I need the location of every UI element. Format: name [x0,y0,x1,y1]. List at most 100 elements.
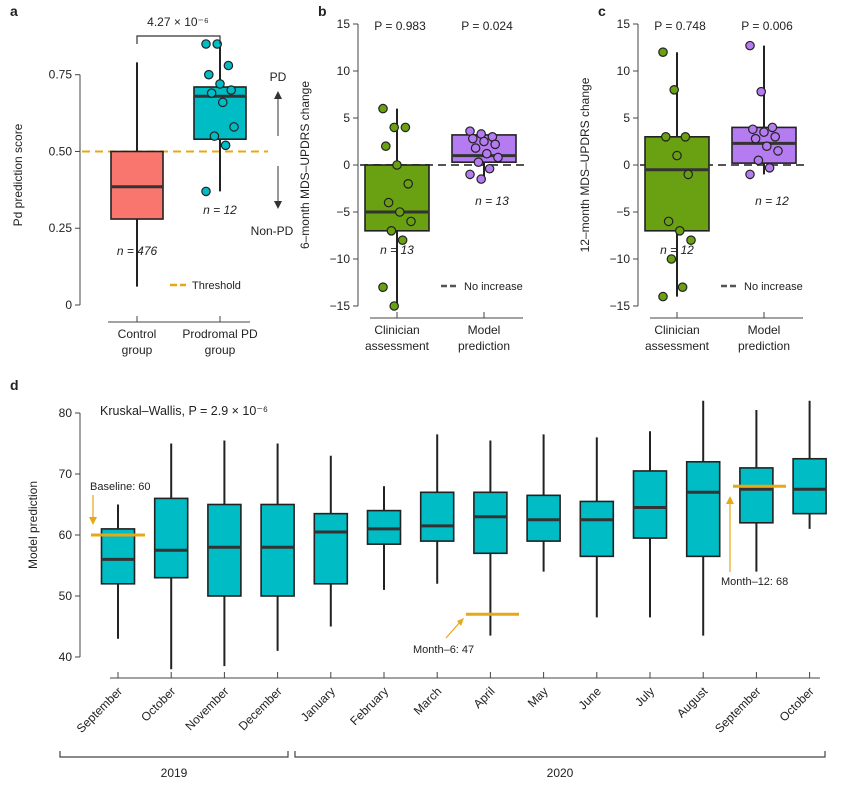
y-tick-label: 10 [337,64,351,78]
data-point [669,85,679,95]
month-box-13-box [739,467,774,524]
y-tick-label: 60 [59,528,73,542]
month6-arrow-head [457,618,464,626]
data-point [479,136,489,147]
data-point [767,122,778,133]
x-tick-label: assessment [365,339,430,353]
data-point [761,141,772,151]
data-point [215,79,225,89]
data-point [212,39,222,49]
data-point [493,152,503,163]
y-axis-title: 12–month MDS–UPDRS change [578,77,592,252]
significance-bracket [136,35,221,44]
data-point [683,169,693,180]
month-box-14-box [792,457,827,515]
month-label: October [777,684,817,724]
y-tick-label: −5 [336,205,350,219]
data-point [658,47,668,57]
panel-a: 0 0.25 0.50 0.75 Pd prediction score Control g… [11,15,294,357]
y-tick-label: 15 [337,17,351,31]
data-point [389,301,399,311]
y-tick-label: −10 [610,252,631,266]
y-tick-label: 50 [59,589,73,603]
month12-label: Month–12: 68 [721,576,788,588]
x-tick-label: group [205,343,236,357]
p-value-label: P = 0.006 [741,19,793,33]
p-value-label: P = 0.748 [654,19,706,33]
n-label-model: n = 12 [755,194,789,208]
y-tick-label: 0 [343,158,350,172]
data-point [484,163,495,174]
data-point [386,226,397,236]
x-tick-label: Clinician [654,323,699,337]
data-point [403,179,413,189]
y-tick-label: 40 [59,650,73,664]
month-label: September [74,684,125,735]
x-tick-label: Prodromal PD [182,327,258,341]
n-label-prodromal: n = 12 [203,203,237,217]
y-tick-label: −15 [610,299,631,313]
threshold-legend-label: Threshold [192,280,241,292]
panel-b: −15 −10 −5 0 5 10 15 6–month MDS–UPDRS change Cl… [298,17,524,353]
month-label: February [347,684,391,728]
month-label: May [525,684,551,710]
month-label: August [674,684,711,721]
month-box-5-box [313,512,349,585]
x-tick-label: prediction [458,339,510,353]
month-box-12-box [685,460,721,558]
data-point [220,140,231,151]
p-value-label: P = 0.983 [374,19,426,33]
significance-label: 4.27 × 10⁻⁶ [147,15,209,29]
data-point [658,291,668,302]
box-1-box [364,164,430,232]
data-point [756,86,766,97]
x-tick-label: Control [118,327,157,341]
x-tick-label: Clinician [374,323,419,337]
month-label: January [298,684,338,724]
month-label: November [182,684,231,733]
month-label: July [632,684,657,709]
data-point [674,226,685,236]
month-box-11-box [632,470,668,539]
y-tick-label: 0 [65,298,72,312]
baseline-arrow-head [89,517,97,525]
data-point [476,174,486,184]
x-tick-label: prediction [738,339,790,353]
month-box-3-box [207,503,242,597]
y-tick-label: 0.75 [49,68,73,82]
data-point [660,132,671,142]
y-tick-label: 0.50 [49,144,73,158]
y-axis-title: Pd prediction score [11,123,25,226]
data-point [753,155,764,166]
data-point [680,132,691,142]
month-label: March [411,684,444,717]
data-point [745,169,755,180]
y-tick-label: −15 [330,299,351,313]
data-point [394,207,405,217]
month-box-8-box [473,491,508,555]
year-label: 2020 [547,766,574,780]
data-point [759,127,769,137]
month-label: December [236,684,285,733]
data-point [773,146,783,156]
year-bracket [59,751,289,758]
nonpd-arrow-head [274,201,282,209]
month-box-9-box [526,494,561,542]
y-tick-label: −10 [330,252,351,266]
pd-arrow-head [274,91,282,99]
data-point [378,103,388,114]
panel-d: 40 50 60 70 80 Model prediction September Octob… [26,400,827,780]
data-point [473,157,484,167]
y-axis-title: Model prediction [26,481,40,569]
p-value-label: P = 0.024 [461,19,513,33]
data-point [666,254,677,264]
month-label: October [138,684,178,724]
y-tick-label: 0 [623,158,630,172]
data-point [209,131,220,141]
data-point [400,122,411,133]
data-point [204,69,214,80]
data-point [397,235,408,245]
month-box-10-box [579,500,615,558]
data-point [389,122,399,133]
